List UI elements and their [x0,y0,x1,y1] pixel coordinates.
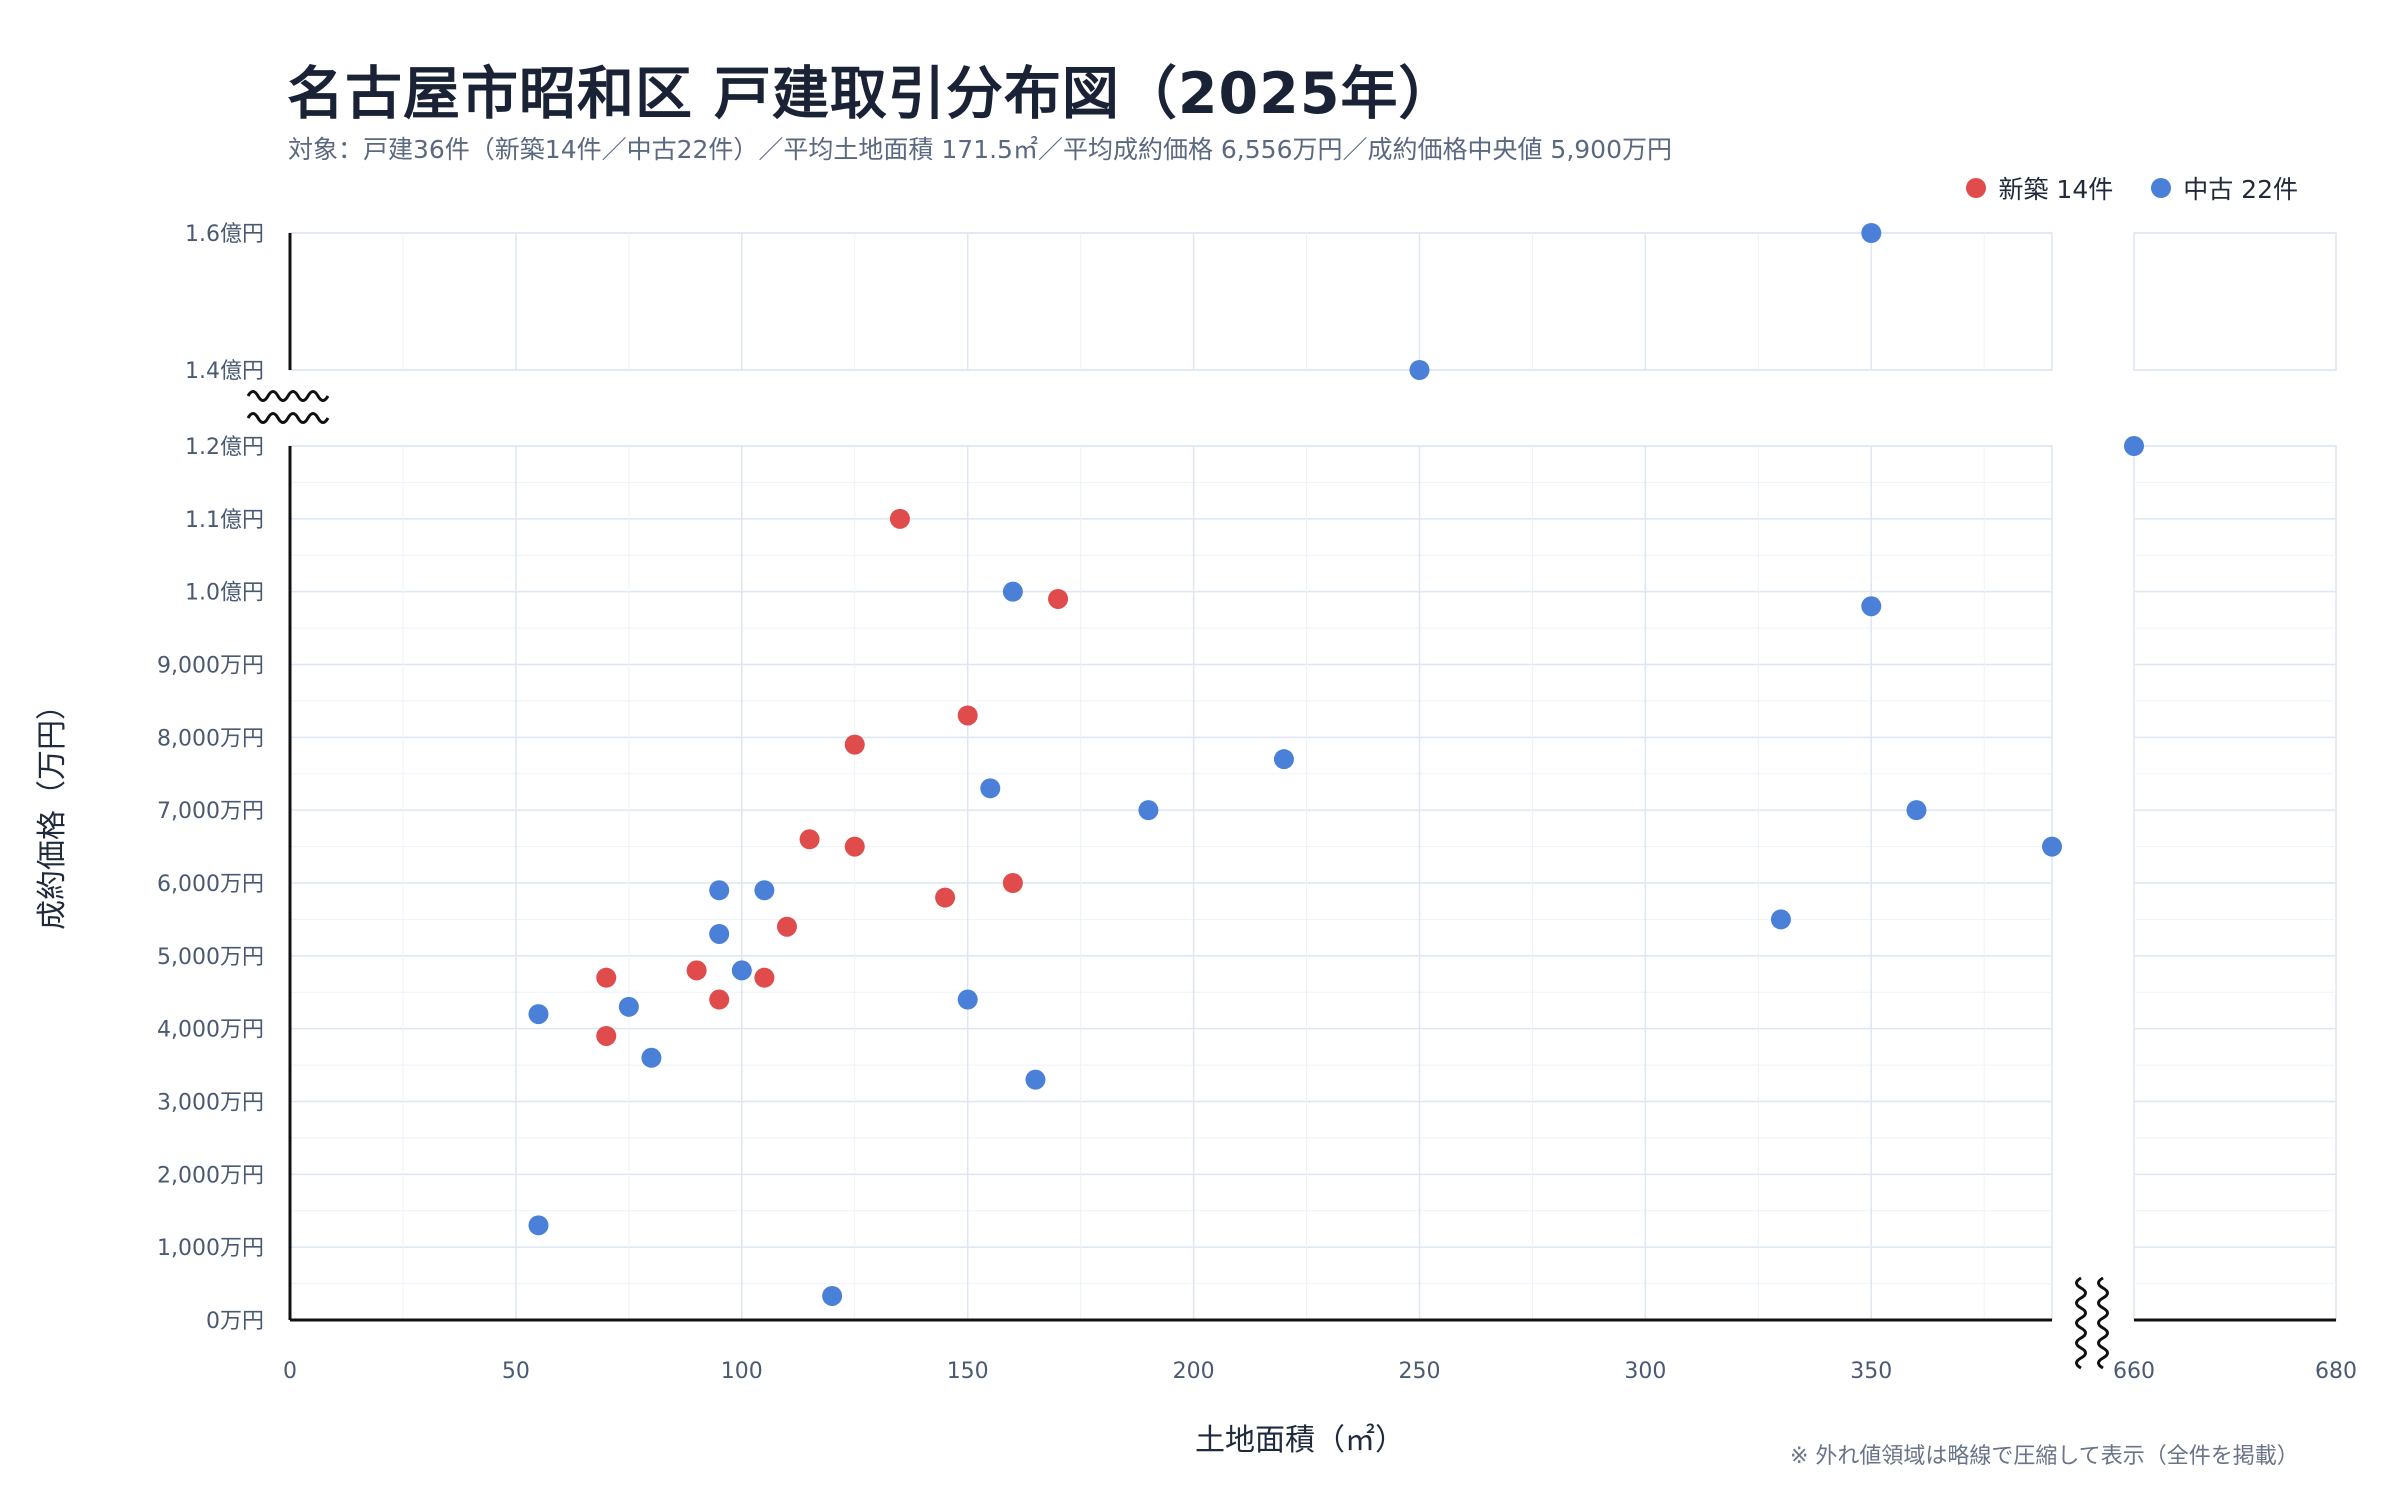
x-tick-label: 250 [1398,1359,1440,1384]
x-tick-label: 680 [2315,1359,2357,1384]
legend-marker-used [2151,178,2172,198]
point-used[interactable] [528,1215,549,1236]
point-new[interactable] [596,967,617,988]
point-used[interactable] [1861,223,1882,243]
y-tick-label: 4,000万円 [157,1018,264,1043]
plot-panel [289,232,2053,371]
point-used[interactable] [980,778,1001,799]
point-new[interactable] [799,829,820,850]
point-new[interactable] [709,989,730,1010]
point-used[interactable] [822,1285,843,1306]
point-used[interactable] [1906,800,1927,821]
point-new[interactable] [754,967,775,988]
legend: 新築 14件 中古 22件 [1966,170,2298,206]
point-used[interactable] [618,996,639,1017]
y-tick-label: 8,000万円 [157,726,264,751]
point-new[interactable] [844,836,865,857]
point-used[interactable] [1770,909,1791,930]
grid [289,232,2337,1321]
point-new[interactable] [686,960,707,981]
y-axis-break-mark [246,412,330,424]
point-new[interactable] [957,705,978,726]
legend-label-new: 新築 14件 [1998,175,2114,204]
legend-label-used: 中古 22件 [2183,175,2298,204]
x-tick-label: 0 [283,1359,297,1384]
y-tick-label: 1.2億円 [185,435,264,460]
y-tick-label: 9,000万円 [157,654,264,679]
point-new[interactable] [1048,588,1069,609]
y-tick-label: 5,000万円 [157,945,264,970]
legend-item-new[interactable]: 新築 14件 [1966,170,2113,206]
point-used[interactable] [2042,836,2062,857]
point-used[interactable] [1861,596,1882,617]
y-tick-label: 1.6億円 [185,222,264,247]
point-new[interactable] [889,508,910,529]
x-axis-break-mark [2097,1276,2109,1370]
x-tick-label: 300 [1624,1359,1666,1384]
x-tick-label: 350 [1850,1359,1892,1384]
point-used[interactable] [641,1047,662,1068]
x-tick-label: 660 [2113,1359,2155,1384]
point-used[interactable] [709,923,730,944]
point-used[interactable] [1273,749,1294,770]
footnote: ※ 外れ値領域は略線で圧縮して表示（全件を掲載） [1790,1444,2299,1469]
point-used[interactable] [731,960,752,981]
point-used[interactable] [709,880,730,901]
x-axis-label: 土地面積（㎡） [1195,1423,1405,1458]
data-points [528,223,2144,1306]
point-used[interactable] [528,1004,549,1025]
x-tick-label: 50 [502,1359,530,1384]
y-tick-label: 3,000万円 [157,1091,264,1116]
point-new[interactable] [1002,873,1023,893]
y-tick-label: 1.0億円 [185,581,264,606]
chart-title: 名古屋市昭和区 戸建取引分布図（2025年） [287,61,1457,127]
chart-subtitle: 対象：戸建36件（新築14件／中古22件）／平均土地面積 171.5㎡／平均成約… [288,135,1672,164]
point-used[interactable] [957,989,978,1010]
x-tick-label: 150 [947,1359,989,1384]
y-tick-label: 7,000万円 [157,799,264,824]
x-axis-break-mark [2075,1276,2087,1370]
point-new[interactable] [596,1025,617,1046]
y-tick-label: 2,000万円 [157,1163,264,1188]
legend-marker-new [1966,178,1987,198]
point-used[interactable] [754,880,775,901]
point-used[interactable] [1025,1069,1046,1090]
y-tick-label: 6,000万円 [157,872,264,897]
point-used[interactable] [1138,800,1159,821]
y-tick-label: 1.4億円 [185,359,264,384]
y-tick-label: 0万円 [206,1309,264,1334]
y-axis-label: 成約価格（万円） [35,690,70,930]
point-new[interactable] [935,887,956,908]
y-tick-label: 1.1億円 [185,508,264,533]
legend-item-used[interactable]: 中古 22件 [2151,170,2298,206]
point-used[interactable] [1002,581,1023,602]
point-used[interactable] [2124,436,2144,456]
axes [246,233,2336,1370]
tick-labels: 0万円 1,000万円 2,000万円 3,000万円 4,000万円 5,000万円 6,… [157,222,2357,1384]
point-new[interactable] [844,734,865,755]
point-new[interactable] [776,916,797,937]
x-tick-label: 100 [721,1359,763,1384]
y-axis-break-mark [246,390,330,402]
point-used[interactable] [1409,360,1430,380]
y-tick-label: 1,000万円 [157,1236,264,1261]
x-tick-label: 200 [1173,1359,1215,1384]
plot-panel [2133,232,2337,371]
